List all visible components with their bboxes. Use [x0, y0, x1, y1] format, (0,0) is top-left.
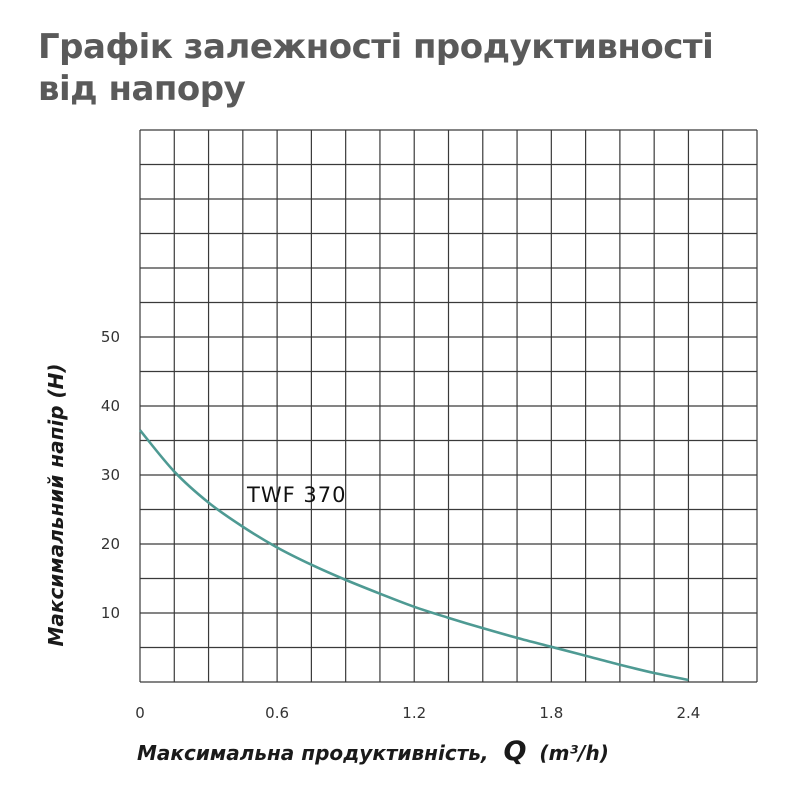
tick-labels: 0 0.6 1.2 1.8 2.4 10 20 30 40 50 [101, 328, 700, 722]
y-axis-label: Максимальний напір (H) [44, 363, 68, 646]
x-tick-label: 0.6 [265, 704, 289, 722]
series-curves [138, 429, 689, 682]
y-tick-label: 10 [101, 604, 120, 622]
chart-title: Графік залежності продуктивності від нап… [38, 27, 714, 109]
y-tick-label: 50 [101, 328, 120, 346]
series-label-twf-370: TWF 370 [246, 483, 346, 507]
y-tick-label: 30 [101, 466, 120, 484]
x-axis-unit: (m³/h) [539, 741, 608, 765]
x-tick-label: 1.8 [539, 704, 563, 722]
y-tick-label: 40 [101, 397, 120, 415]
series-line-twf-370 [138, 429, 689, 682]
x-axis-label-text: Максимальна продуктивність, [137, 741, 489, 765]
x-tick-label: 0 [135, 704, 145, 722]
x-tick-label: 1.2 [402, 704, 426, 722]
x-axis-label: Максимальна продуктивність, Q (m³/h) [137, 736, 609, 767]
x-tick-label: 2.4 [677, 704, 701, 722]
x-axis-symbol: Q [504, 736, 527, 767]
grid [139, 129, 758, 683]
y-tick-label: 20 [101, 535, 120, 553]
